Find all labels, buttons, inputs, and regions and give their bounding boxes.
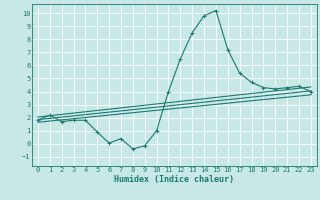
- X-axis label: Humidex (Indice chaleur): Humidex (Indice chaleur): [115, 175, 234, 184]
